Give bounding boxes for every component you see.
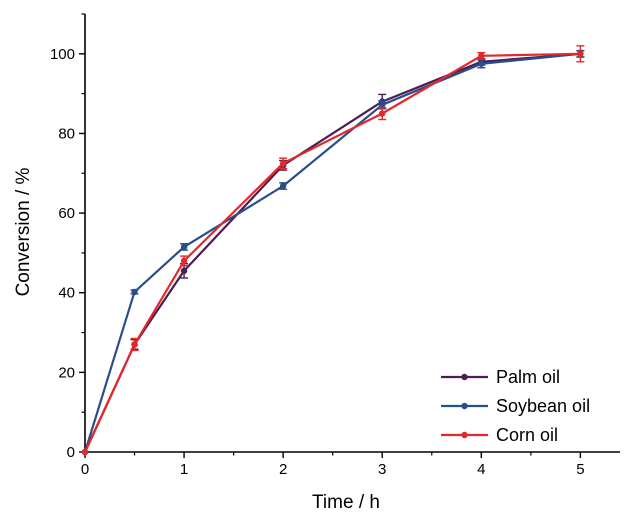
data-point-soybean-oil	[279, 182, 287, 190]
legend-label: Soybean oil	[496, 396, 590, 416]
y-tick-label: 0	[67, 444, 75, 461]
legend: Palm oil Soybean oil Corn oil	[441, 367, 590, 445]
legend-label: Corn oil	[496, 425, 558, 445]
x-tick-label: 3	[378, 461, 386, 478]
legend-marker	[461, 402, 468, 410]
legend-marker	[461, 431, 468, 439]
data-point-corn-oil	[478, 52, 485, 60]
data-point-corn-oil	[180, 257, 188, 265]
x-tick-label: 2	[279, 461, 287, 478]
x-tick-label: 4	[477, 461, 485, 478]
data-point-soybean-oil	[379, 101, 386, 108]
y-axis-label: Conversion / %	[13, 167, 34, 296]
data-point-corn-oil	[279, 160, 287, 167]
data-point-soybean-oil	[180, 243, 188, 251]
legend-item-soybean-oil: Soybean oil	[441, 396, 590, 416]
series-soybean-oil	[81, 49, 585, 456]
x-tick-label: 0	[81, 461, 89, 478]
data-point-corn-oil	[131, 341, 138, 348]
series-line-soybean-oil	[83, 52, 581, 453]
x-tick-label: 5	[576, 461, 584, 478]
series-line-corn-oil	[84, 52, 581, 453]
data-point-palm-oil	[180, 267, 188, 275]
series-layer	[81, 45, 585, 456]
legend-item-corn-oil: Corn oil	[441, 425, 558, 445]
y-tick-label: 20	[58, 364, 75, 381]
y-tick-label: 100	[50, 46, 75, 63]
legend-label: Palm oil	[496, 367, 560, 387]
legend-item-palm-oil: Palm oil	[441, 367, 560, 387]
data-point-corn-oil	[577, 50, 584, 58]
y-tick-label: 80	[58, 125, 75, 142]
data-point-corn-oil	[379, 110, 386, 117]
y-tick-label: 40	[58, 285, 75, 302]
data-point-corn-oil	[81, 448, 89, 456]
x-axis-label: Time / h	[312, 492, 380, 513]
series-corn-oil	[81, 45, 585, 456]
data-point-soybean-oil	[478, 60, 485, 67]
series-palm-oil	[81, 49, 585, 456]
series-line-palm-oil	[84, 52, 581, 453]
x-tick-label: 1	[180, 461, 188, 478]
legend-marker	[461, 373, 468, 381]
ticks: 0 1 2 3 4 5 0 20 40 60 80 100	[50, 13, 585, 478]
y-tick-label: 60	[58, 205, 75, 222]
data-point-soybean-oil	[131, 288, 138, 296]
